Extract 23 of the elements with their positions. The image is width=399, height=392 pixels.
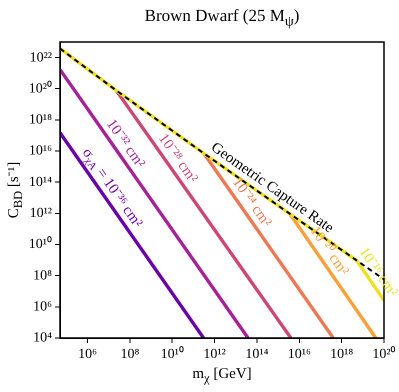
x-tick-label: 10¹⁸ [330,347,354,362]
y-tick-label: 10⁶ [33,300,52,315]
text: 10⁻³² cm² [102,116,148,172]
x-tick-label: 10¹⁶ [288,347,311,362]
y-tick-label: 10¹⁰ [28,236,52,252]
y-tick-label: 10¹⁶ [28,144,52,159]
y-tick-label: 10¹⁸ [28,112,52,128]
y-tick-label: 10¹² [30,206,52,222]
chart-title: Brown Dwarf (25 M$_{ψ}$) [144,6,300,30]
x-axis-title: m$_{χ}$ [GeV] [191,366,253,386]
y-tick-label: 10⁴ [33,330,52,346]
y-tick-label: 10²⁰ [28,80,52,96]
text: 10⁻²⁸ cm² [155,130,201,186]
x-tick-label: 10¹² [203,347,226,362]
y-tick-label: 10¹⁴ [28,174,52,190]
text: 10⁻¹⁶ cm² [356,244,399,300]
x-tick-label: 10⁶ [78,347,98,362]
x-tick-label: 10¹⁰ [160,346,184,362]
y-tick-label: 10²² [30,50,52,66]
x-tick-label: 10¹⁴ [245,347,269,362]
y-tick-label: 10⁸ [33,268,52,284]
x-tick-label: 10²⁰ [372,346,396,362]
x-tick-label: 10⁸ [120,347,140,362]
